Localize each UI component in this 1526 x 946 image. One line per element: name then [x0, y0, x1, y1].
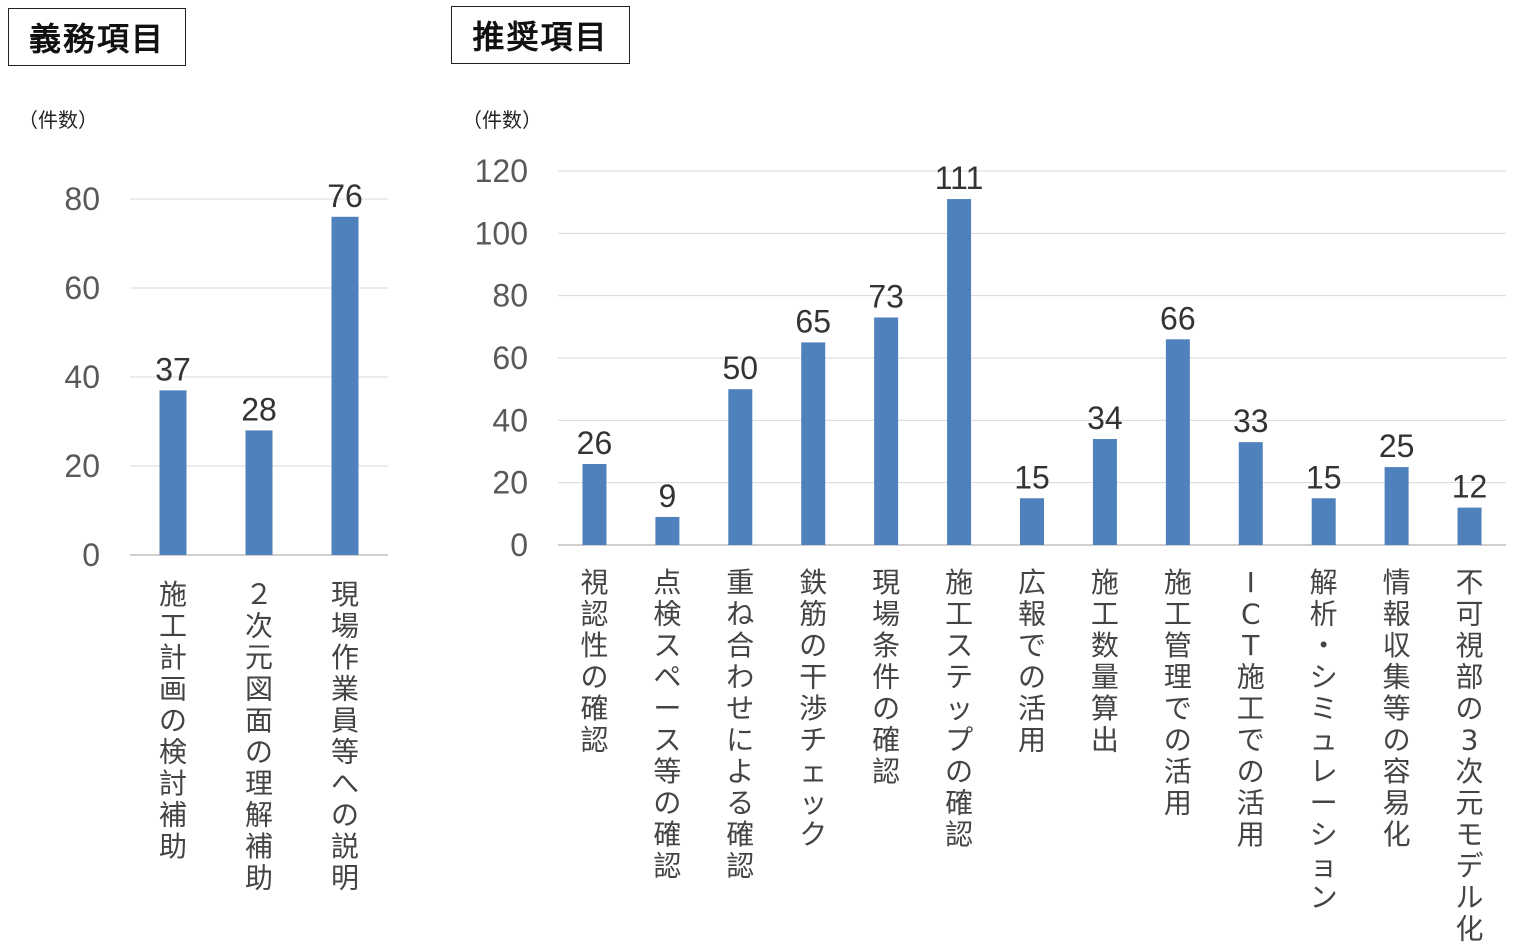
y-tick-label: 20 [64, 448, 100, 484]
bar [1311, 498, 1336, 545]
category-label: 視認性の確認 [580, 566, 608, 757]
data-label: 33 [1233, 403, 1269, 439]
category-label: 現場条件の確認 [872, 566, 900, 788]
category-label: 施工管理での活用 [1164, 566, 1192, 820]
data-label: 65 [795, 303, 831, 339]
data-label: 111 [935, 160, 984, 196]
bar [1238, 442, 1263, 545]
data-label: 9 [658, 478, 676, 514]
category-label: 解析・シミュレーション [1310, 566, 1338, 914]
category-label: 点検スペース等の確認 [653, 566, 681, 883]
mandatory-title: 義務項目 [28, 20, 165, 58]
recommended-title-box: 推奨項目 [451, 6, 630, 64]
bar [728, 389, 753, 545]
unit-label-right: （件数） [462, 108, 542, 132]
bar [801, 342, 826, 545]
bar [874, 317, 899, 545]
category-label: ２次元図面の理解補助 [245, 578, 273, 895]
y-tick-label: 40 [64, 359, 100, 395]
y-tick-label: 60 [64, 270, 100, 306]
data-label: 37 [155, 351, 191, 387]
y-tick-label: 100 [475, 215, 528, 251]
data-label: 25 [1379, 428, 1415, 464]
data-label: 76 [327, 178, 363, 214]
bar [1384, 467, 1409, 545]
bar [1092, 439, 1117, 545]
category-label: 施工ステップの確認 [945, 566, 973, 851]
bar [245, 430, 273, 555]
category-label: 施工数量算出 [1091, 566, 1119, 757]
y-tick-label: 0 [510, 527, 528, 563]
bar [331, 216, 359, 556]
recommended-title: 推奨項目 [472, 18, 609, 56]
data-label: 15 [1014, 459, 1050, 495]
bar [655, 516, 680, 545]
bar [947, 199, 972, 546]
data-label: 15 [1306, 459, 1342, 495]
data-label: 66 [1160, 300, 1196, 336]
y-tick-label: 80 [492, 278, 528, 314]
category-label: 鉄筋の干渉チェック [799, 566, 827, 851]
category-label: 重ね合わせによる確認 [726, 566, 754, 883]
y-tick-label: 20 [492, 465, 528, 501]
data-label: 28 [241, 391, 277, 427]
y-tick-label: 0 [82, 537, 100, 573]
data-label: 50 [723, 350, 759, 386]
data-label: 34 [1087, 400, 1123, 436]
unit-label-left: （件数） [18, 108, 98, 132]
data-label: 12 [1452, 469, 1488, 505]
category-label: 施工計画の検討補助 [159, 578, 187, 863]
data-label: 26 [577, 425, 613, 461]
category-label: 現場作業員等への説明 [331, 578, 359, 895]
y-tick-label: 80 [64, 181, 100, 217]
bar [1020, 498, 1044, 545]
category-label: 広報での活用 [1018, 566, 1046, 757]
category-label: 不可視部の 3 次元モデル化 [1456, 566, 1484, 946]
bar [1165, 339, 1190, 545]
y-tick-label: 40 [492, 402, 528, 438]
bar [1457, 507, 1482, 545]
y-tick-label: 60 [492, 340, 528, 376]
bar [582, 463, 607, 545]
category-label: 情報収集等の容易化 [1383, 566, 1411, 851]
category-label: I C T 施工での活用 [1237, 566, 1265, 851]
bar [159, 390, 187, 555]
mandatory-title-box: 義務項目 [8, 8, 186, 66]
y-tick-label: 120 [475, 153, 528, 189]
data-label: 73 [868, 278, 904, 314]
